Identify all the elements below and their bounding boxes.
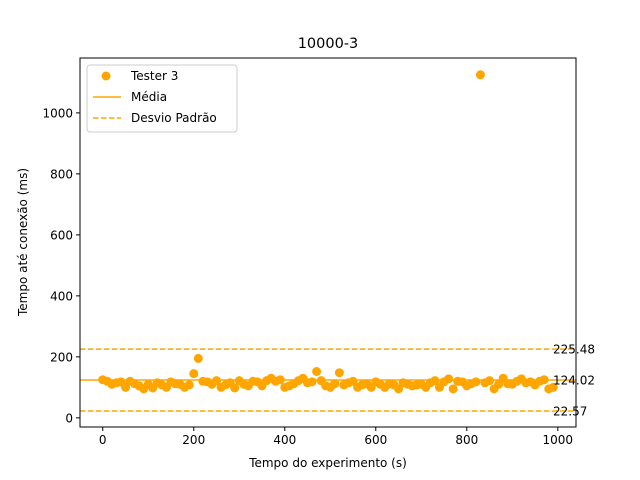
x-tick-label: 400 [273,433,296,447]
scatter-point [430,376,440,386]
scatter-point [230,383,240,393]
scatter-point [539,375,549,385]
scatter-point [189,369,199,379]
legend-label-scatter: Tester 3 [130,69,178,83]
stddev-upper-label: 225.48 [553,343,595,357]
y-tick-label: 400 [50,289,73,303]
scatter-points [98,70,558,394]
scatter-point [212,376,222,386]
scatter-point [307,377,317,387]
y-tick-label: 1000 [42,106,73,120]
x-tick-label: 1000 [543,433,574,447]
legend-box [86,64,238,133]
y-tick-label: 600 [50,228,73,242]
x-axis-label: Tempo do experimento (s) [248,456,407,470]
y-tick-label: 800 [50,167,73,181]
scatter-point [471,377,481,387]
y-axis-ticks: 0 200 400 600 800 1000 [42,106,80,425]
x-axis-ticks: 0 200 400 600 800 1000 [99,427,573,447]
scatter-point [485,376,495,386]
y-axis-label: Tempo até conexão (ms) [16,168,30,317]
scatter-point [312,366,322,376]
scatter-point [193,353,203,363]
scatter-point [444,374,454,384]
scatter-point [548,382,558,392]
legend-label-mean: Média [131,90,167,104]
x-tick-label: 600 [364,433,387,447]
scatter-point [448,384,458,394]
scatter-point [334,368,344,378]
legend-label-stddev: Desvio Padrão [131,111,217,125]
scatter-point [475,70,485,80]
y-tick-label: 0 [65,411,73,425]
scatter-point [275,375,285,385]
axes-frame [79,57,577,428]
legend: Tester 3 Média Desvio Padrão [86,64,238,133]
y-tick-label: 200 [50,350,73,364]
x-tick-label: 0 [99,433,107,447]
scatter-point [330,379,340,389]
x-tick-label: 200 [182,433,205,447]
stddev-lower-label: 22.57 [553,404,587,418]
scatter-point [184,380,194,390]
mean-label: 124.02 [553,374,595,388]
chart-title: 10000-3 [298,36,359,52]
reference-line-labels: 225.48 124.02 22.57 [553,343,595,419]
x-tick-label: 800 [455,433,478,447]
legend-marker-scatter [101,71,111,81]
